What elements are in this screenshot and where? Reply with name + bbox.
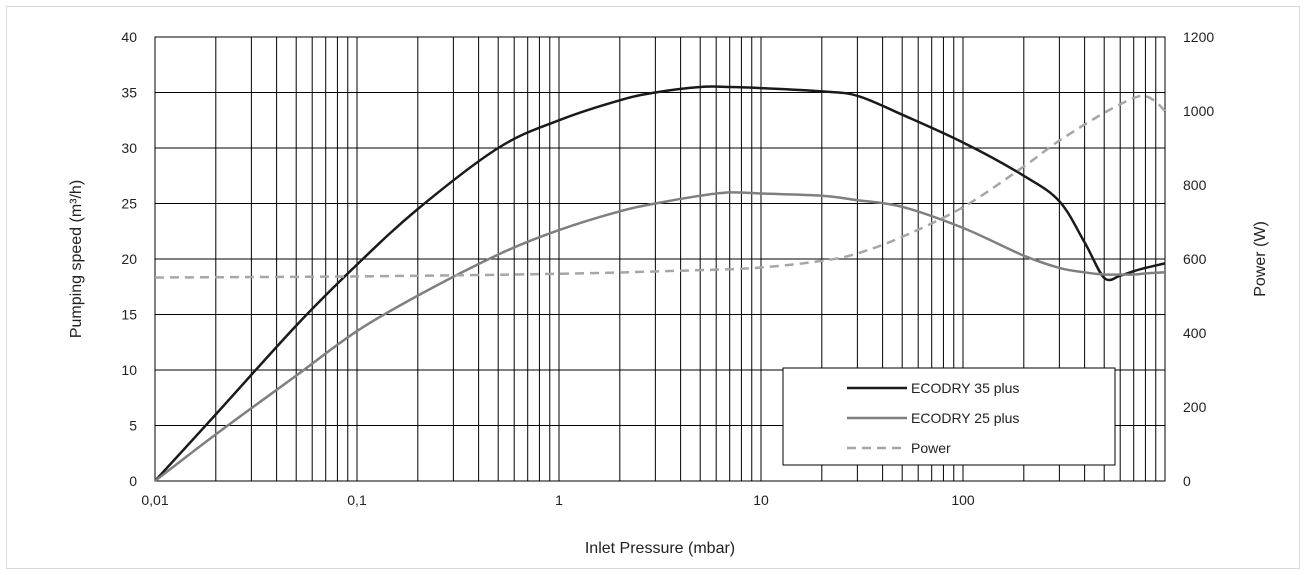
x-tick-label: 1	[555, 492, 563, 508]
x-tick-label: 0,01	[141, 492, 168, 508]
y2-tick-label: 600	[1183, 251, 1207, 267]
y-tick-label: 30	[121, 140, 137, 156]
y2-tick-labels: 0 200 400 600 800 1000 1200	[1183, 29, 1214, 489]
x-tick-label: 0,1	[347, 492, 367, 508]
x-tick-label: 100	[951, 492, 975, 508]
plot-area-border	[154, 36, 1166, 482]
legend-label-ecodry-35: ECODRY 35 plus	[911, 380, 1019, 396]
legend-label-ecodry-25: ECODRY 25 plus	[911, 410, 1019, 426]
series-line-ecodry-25	[154, 191, 1166, 482]
y-tick-labels: 0 5 10 15 20 25 30 35 40	[121, 29, 137, 489]
y-tick-label: 10	[121, 362, 137, 378]
legend: ECODRY 35 plus ECODRY 25 plus Power	[782, 367, 1116, 466]
y-tick-label: 15	[121, 307, 137, 323]
legend-label-power: Power	[911, 440, 951, 456]
series-line-ecodry-35	[154, 85, 1166, 482]
x-tick-labels: 0,01 0,1 1 10 100	[141, 492, 975, 508]
y2-tick-label: 0	[1183, 473, 1191, 489]
y2-tick-label: 1200	[1183, 29, 1214, 45]
chart-frame: 0,01 0,1 1 10 100 0 5 10 15 20 25 30 35 40 0 200 400 60…	[6, 6, 1300, 569]
y-axis-title: Pumping speed (m³/h)	[68, 180, 85, 338]
y2-tick-label: 1000	[1183, 103, 1214, 119]
y-tick-label: 25	[121, 196, 137, 212]
y2-axis-title: Power (W)	[1252, 221, 1269, 297]
x-axis-title: Inlet Pressure (mbar)	[585, 540, 735, 557]
y-tick-label: 20	[121, 251, 137, 267]
y2-tick-label: 800	[1183, 177, 1207, 193]
y-tick-label: 35	[121, 85, 137, 101]
y-tick-label: 0	[129, 473, 137, 489]
x-tick-label: 10	[753, 492, 769, 508]
series-line-power	[154, 94, 1166, 279]
y-tick-label: 40	[121, 29, 137, 45]
y2-tick-label: 400	[1183, 325, 1207, 341]
chart-svg: 0,01 0,1 1 10 100 0 5 10 15 20 25 30 35 40 0 200 400 60…	[68, 29, 1269, 557]
y2-tick-label: 200	[1183, 399, 1207, 415]
legend-box	[782, 367, 1116, 466]
series-layer	[154, 85, 1166, 482]
y-tick-label: 5	[129, 418, 137, 434]
